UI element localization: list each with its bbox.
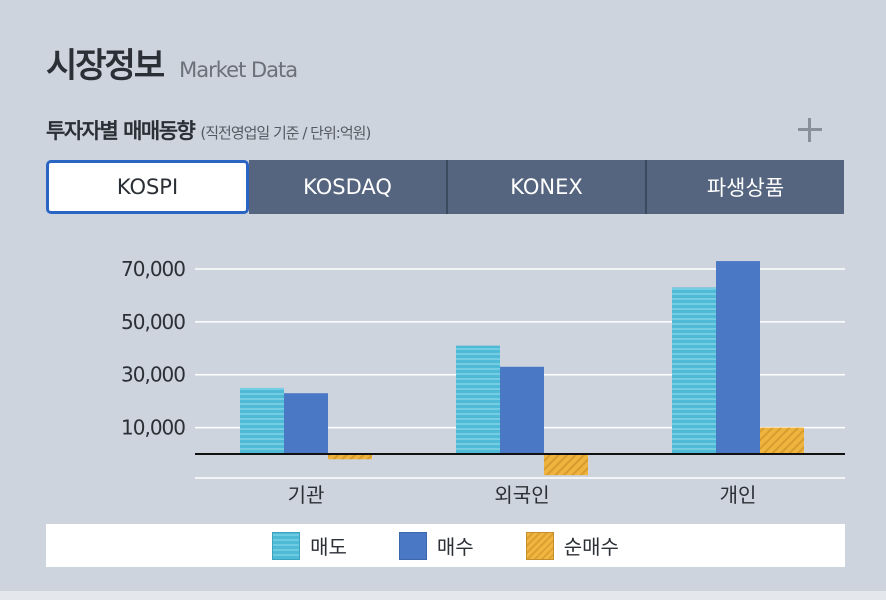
- y-tick-label: 30,000: [121, 363, 185, 387]
- bar-net: [328, 454, 372, 460]
- title-english: Market Data: [179, 58, 298, 82]
- market-tabs: KOSPI KOSDAQ KONEX 파생상품: [46, 160, 844, 214]
- legend-item-sell: 매도: [272, 531, 347, 560]
- bar-buy: [716, 261, 760, 454]
- x-category-label: 기관: [288, 483, 325, 507]
- bar-sell: [456, 345, 500, 454]
- bar-sell: [240, 387, 284, 454]
- section-note: (직전영업일 기준 / 단위:억원): [200, 124, 371, 142]
- x-category-label: 외국인: [494, 483, 549, 507]
- tab-kosdaq[interactable]: KOSDAQ: [249, 160, 446, 214]
- tab-kospi[interactable]: KOSPI: [46, 160, 249, 214]
- y-tick-label: 50,000: [121, 310, 185, 334]
- plus-icon[interactable]: [796, 116, 824, 144]
- section-heading: 투자자별 매매동향 (직전영업일 기준 / 단위:억원): [46, 115, 371, 145]
- legend-label-sell: 매도: [310, 535, 347, 559]
- legend-swatch-sell: [272, 531, 301, 560]
- section-title: 투자자별 매매동향: [46, 119, 196, 143]
- tab-derivatives[interactable]: 파생상품: [645, 160, 844, 214]
- legend-swatch-buy: [398, 531, 427, 560]
- page-title: 시장정보 Market Data: [46, 38, 298, 86]
- bar-net: [760, 427, 804, 454]
- y-tick-label: 10,000: [121, 416, 185, 440]
- bar-sell: [672, 287, 716, 454]
- chart-legend: 매도 매수 순매수: [46, 524, 845, 567]
- legend-swatch-net: [525, 531, 554, 560]
- title-korean: 시장정보: [46, 46, 165, 86]
- legend-label-net: 순매수: [563, 535, 619, 559]
- legend-item-net: 순매수: [525, 531, 619, 560]
- x-category-label: 개인: [720, 483, 757, 507]
- legend-label-buy: 매수: [436, 535, 474, 559]
- bar-buy: [284, 393, 328, 454]
- footer-strip: [0, 591, 886, 600]
- bar-net: [544, 454, 588, 476]
- investor-trading-chart: 10,000 30,000 50,000 70,000 기관 외국인 개인: [121, 257, 845, 507]
- y-tick-label: 70,000: [121, 257, 185, 281]
- tab-konex[interactable]: KONEX: [446, 160, 645, 214]
- legend-item-buy: 매수: [398, 531, 474, 560]
- bar-buy: [500, 366, 544, 454]
